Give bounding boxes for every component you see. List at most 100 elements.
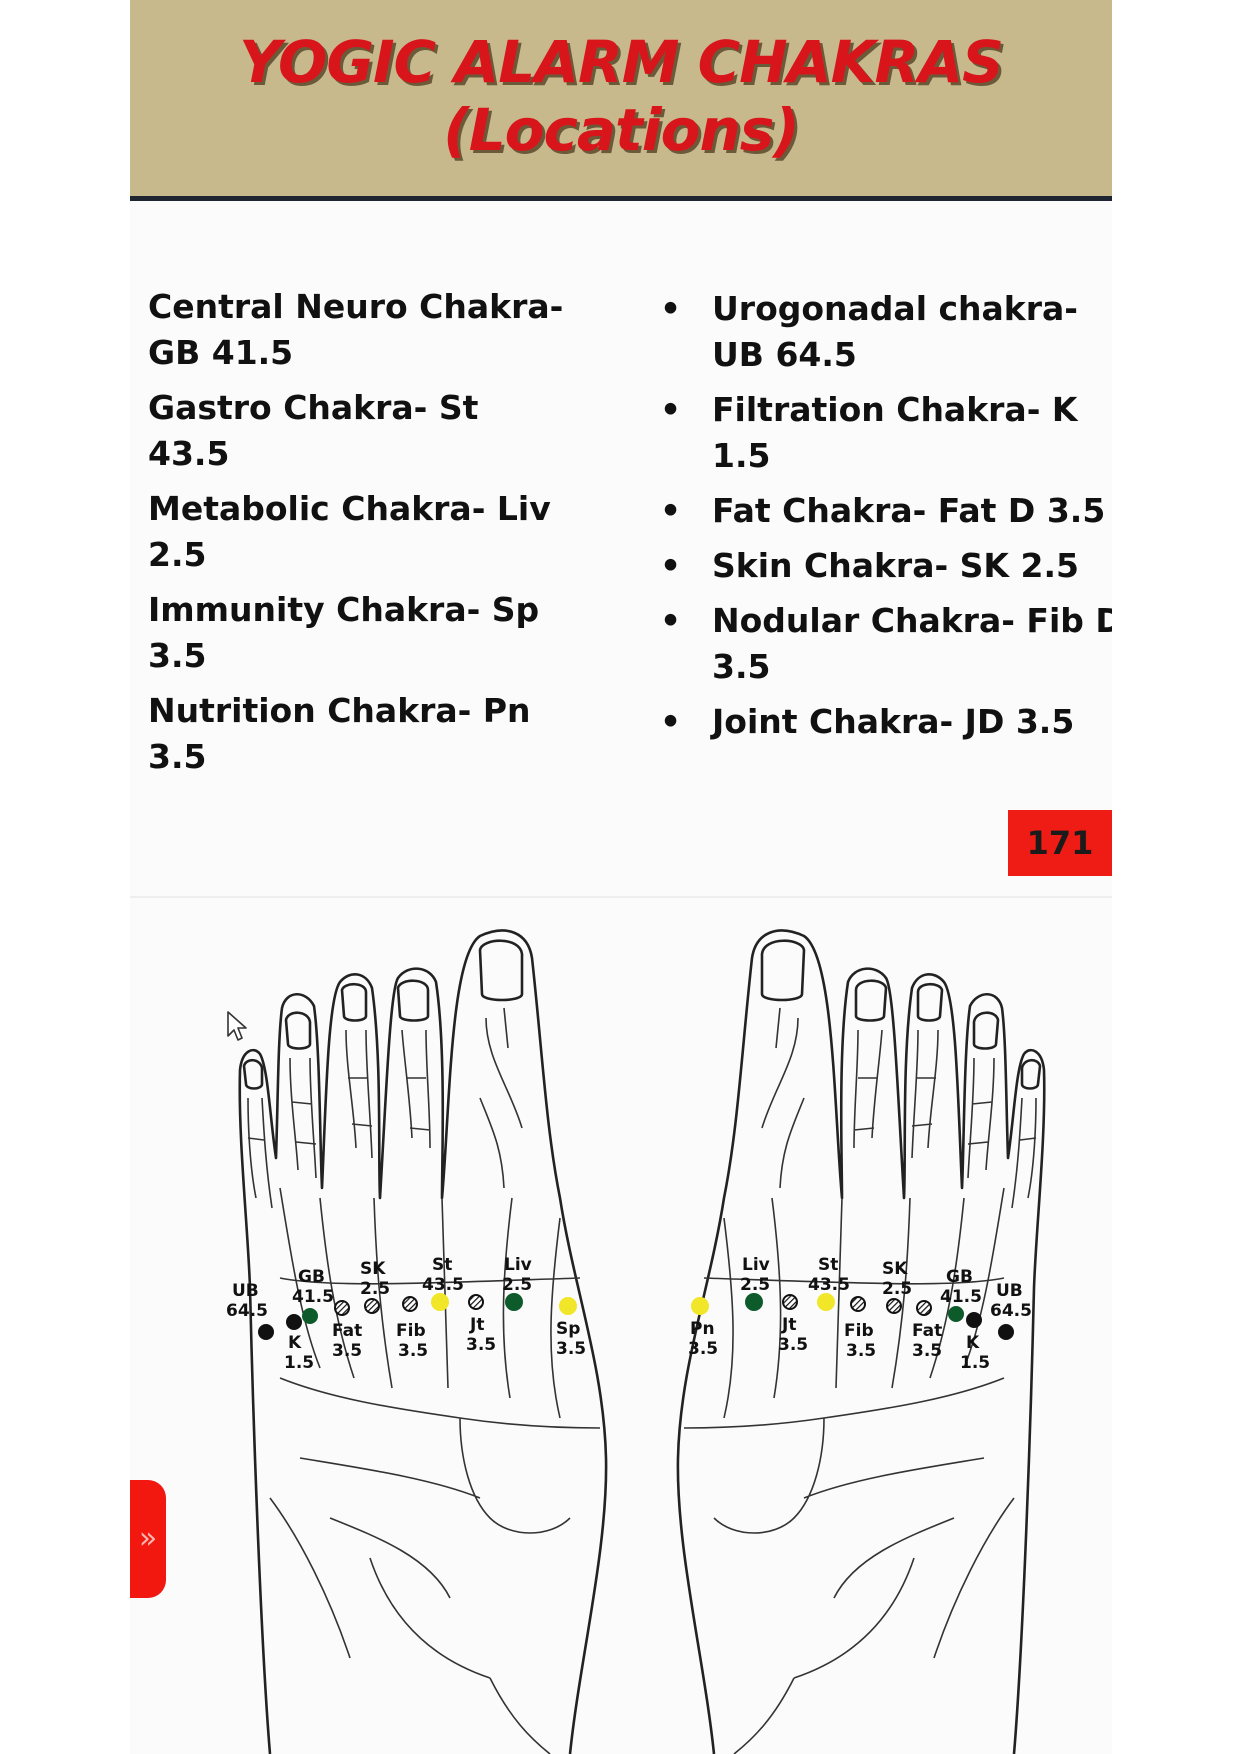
- page-title: YOGIC ALARM CHAKRAS: [239, 28, 1004, 96]
- list-item-label: Nodular Chakra- Fib D 3.5: [712, 601, 1112, 686]
- point-label: Fib: [844, 1321, 874, 1341]
- point-label: 43.5: [808, 1275, 850, 1295]
- list-item-label: Joint Chakra- JD 3.5: [712, 702, 1075, 741]
- list-item: • Skin Chakra- SK 2.5: [660, 543, 1112, 589]
- point-fat-3-5-marker: [916, 1300, 932, 1316]
- left-foot-points: UB 64.5 GB 41.5 K 1.5 SK 2.5 Fat 3.5 St …: [226, 1255, 586, 1373]
- point-gb-41-5-marker: [302, 1308, 318, 1324]
- point-label: Liv: [504, 1255, 532, 1275]
- point-fib-3-5-marker: [850, 1296, 866, 1312]
- point-jt-3-5-marker: [468, 1294, 484, 1310]
- list-item: • Joint Chakra- JD 3.5: [660, 699, 1112, 745]
- list-item: Nutrition Chakra- Pn 3.5: [148, 691, 531, 776]
- list-item: • Nodular Chakra- Fib D 3.5: [660, 598, 1112, 690]
- page-number-badge: 171: [1008, 810, 1112, 876]
- point-label: SK: [360, 1259, 386, 1279]
- point-label: Fat: [912, 1321, 942, 1341]
- point-sk-2-5-marker: [886, 1298, 902, 1314]
- point-ub-64-5-marker: [258, 1324, 274, 1340]
- point-label: 3.5: [778, 1335, 808, 1355]
- right-foot-outline: [676, 929, 1046, 1754]
- chakra-list-left: Central Neuro Chakra- GB 41.5 Gastro Cha…: [148, 284, 568, 789]
- point-label: 2.5: [882, 1279, 912, 1299]
- point-st-43-5-marker: [431, 1293, 449, 1311]
- list-item-label: Urogonadal chakra- UB 64.5: [712, 289, 1078, 374]
- bullet-icon: •: [660, 546, 682, 585]
- point-label: K: [966, 1333, 980, 1353]
- point-label: UB: [232, 1281, 259, 1301]
- point-label: 2.5: [740, 1275, 770, 1295]
- list-item: • Filtration Chakra- K 1.5: [660, 387, 1112, 479]
- point-ub-64-5-marker: [998, 1324, 1014, 1340]
- point-label: 64.5: [990, 1301, 1032, 1321]
- point-label: 3.5: [398, 1341, 428, 1361]
- page-subtitle: (Locations): [443, 96, 800, 164]
- point-label: St: [818, 1255, 838, 1275]
- point-label: 3.5: [912, 1341, 942, 1361]
- point-label: 64.5: [226, 1301, 268, 1321]
- list-item: Central Neuro Chakra- GB 41.5: [148, 287, 564, 372]
- point-label: GB: [946, 1267, 973, 1287]
- point-label: 2.5: [360, 1279, 390, 1299]
- point-fat-3-5-marker: [334, 1300, 350, 1316]
- point-label: St: [432, 1255, 452, 1275]
- bullet-icon: •: [660, 491, 682, 530]
- mouse-cursor-icon: [227, 1011, 247, 1041]
- point-liv-2-5-marker: [745, 1293, 763, 1311]
- bullet-icon: •: [660, 702, 682, 741]
- point-label: GB: [298, 1267, 325, 1287]
- point-label: 3.5: [846, 1341, 876, 1361]
- list-item-label: Skin Chakra- SK 2.5: [712, 546, 1079, 585]
- double-chevron-right-icon: »: [138, 1521, 158, 1556]
- point-label: Fib: [396, 1321, 426, 1341]
- point-label: Jt: [781, 1315, 796, 1335]
- point-k-1-5-marker: [966, 1312, 982, 1328]
- point-label: Fat: [332, 1321, 362, 1341]
- list-item: • Urogonadal chakra- UB 64.5: [660, 286, 1112, 378]
- point-label: Jt: [469, 1315, 484, 1335]
- point-label: SK: [882, 1259, 908, 1279]
- divider: [130, 896, 1112, 898]
- list-item-label: Filtration Chakra- K 1.5: [712, 390, 1078, 475]
- point-fib-3-5-marker: [402, 1296, 418, 1312]
- point-label: 41.5: [940, 1287, 982, 1307]
- point-label: 3.5: [688, 1339, 718, 1359]
- point-label: 2.5: [502, 1275, 532, 1295]
- point-label: 1.5: [960, 1353, 990, 1373]
- title-banner: YOGIC ALARM CHAKRAS (Locations): [130, 0, 1112, 201]
- bullet-icon: •: [660, 390, 682, 429]
- list-item: Immunity Chakra- Sp 3.5: [148, 590, 540, 675]
- chakra-list-right: • Urogonadal chakra- UB 64.5 • Filtration …: [660, 286, 1112, 754]
- list-item: • Fat Chakra- Fat D 3.5: [660, 488, 1112, 534]
- bullet-icon: •: [660, 289, 682, 328]
- point-label: 43.5: [422, 1275, 464, 1295]
- point-label: K: [288, 1333, 302, 1353]
- slide-page: YOGIC ALARM CHAKRAS (Locations) Central …: [130, 0, 1112, 1754]
- point-pn-3-5-marker: [691, 1297, 709, 1315]
- point-label: Pn: [690, 1319, 715, 1339]
- point-gb-41-5-marker: [948, 1306, 964, 1322]
- point-label: UB: [996, 1281, 1023, 1301]
- point-k-1-5-marker: [286, 1314, 302, 1330]
- left-foot-outline: [238, 929, 608, 1754]
- point-sp-3-5-marker: [559, 1297, 577, 1315]
- point-label: 3.5: [466, 1335, 496, 1355]
- list-item: Gastro Chakra- St 43.5: [148, 388, 479, 473]
- point-label: 3.5: [332, 1341, 362, 1361]
- right-foot-points: Pn 3.5 Liv 2.5 Jt 3.5 St 43.5 Fib 3.5 SK…: [688, 1255, 1032, 1373]
- point-st-43-5-marker: [817, 1293, 835, 1311]
- point-label: Sp: [556, 1319, 580, 1339]
- point-label: 41.5: [292, 1287, 334, 1307]
- point-label: 3.5: [556, 1339, 586, 1359]
- left-foot-bones: [247, 1007, 601, 1754]
- point-sk-2-5-marker: [364, 1298, 380, 1314]
- list-item-label: Fat Chakra- Fat D 3.5: [712, 491, 1106, 530]
- point-label: 1.5: [284, 1353, 314, 1373]
- bullet-icon: •: [660, 601, 682, 640]
- point-jt-3-5-marker: [782, 1294, 798, 1310]
- point-label: Liv: [742, 1255, 770, 1275]
- feet-diagram: UB 64.5 GB 41.5 K 1.5 SK 2.5 Fat 3.5 St …: [226, 929, 1046, 1754]
- side-panel-toggle[interactable]: »: [130, 1480, 166, 1598]
- point-liv-2-5-marker: [505, 1293, 523, 1311]
- list-item: Metabolic Chakra- Liv 2.5: [148, 489, 551, 574]
